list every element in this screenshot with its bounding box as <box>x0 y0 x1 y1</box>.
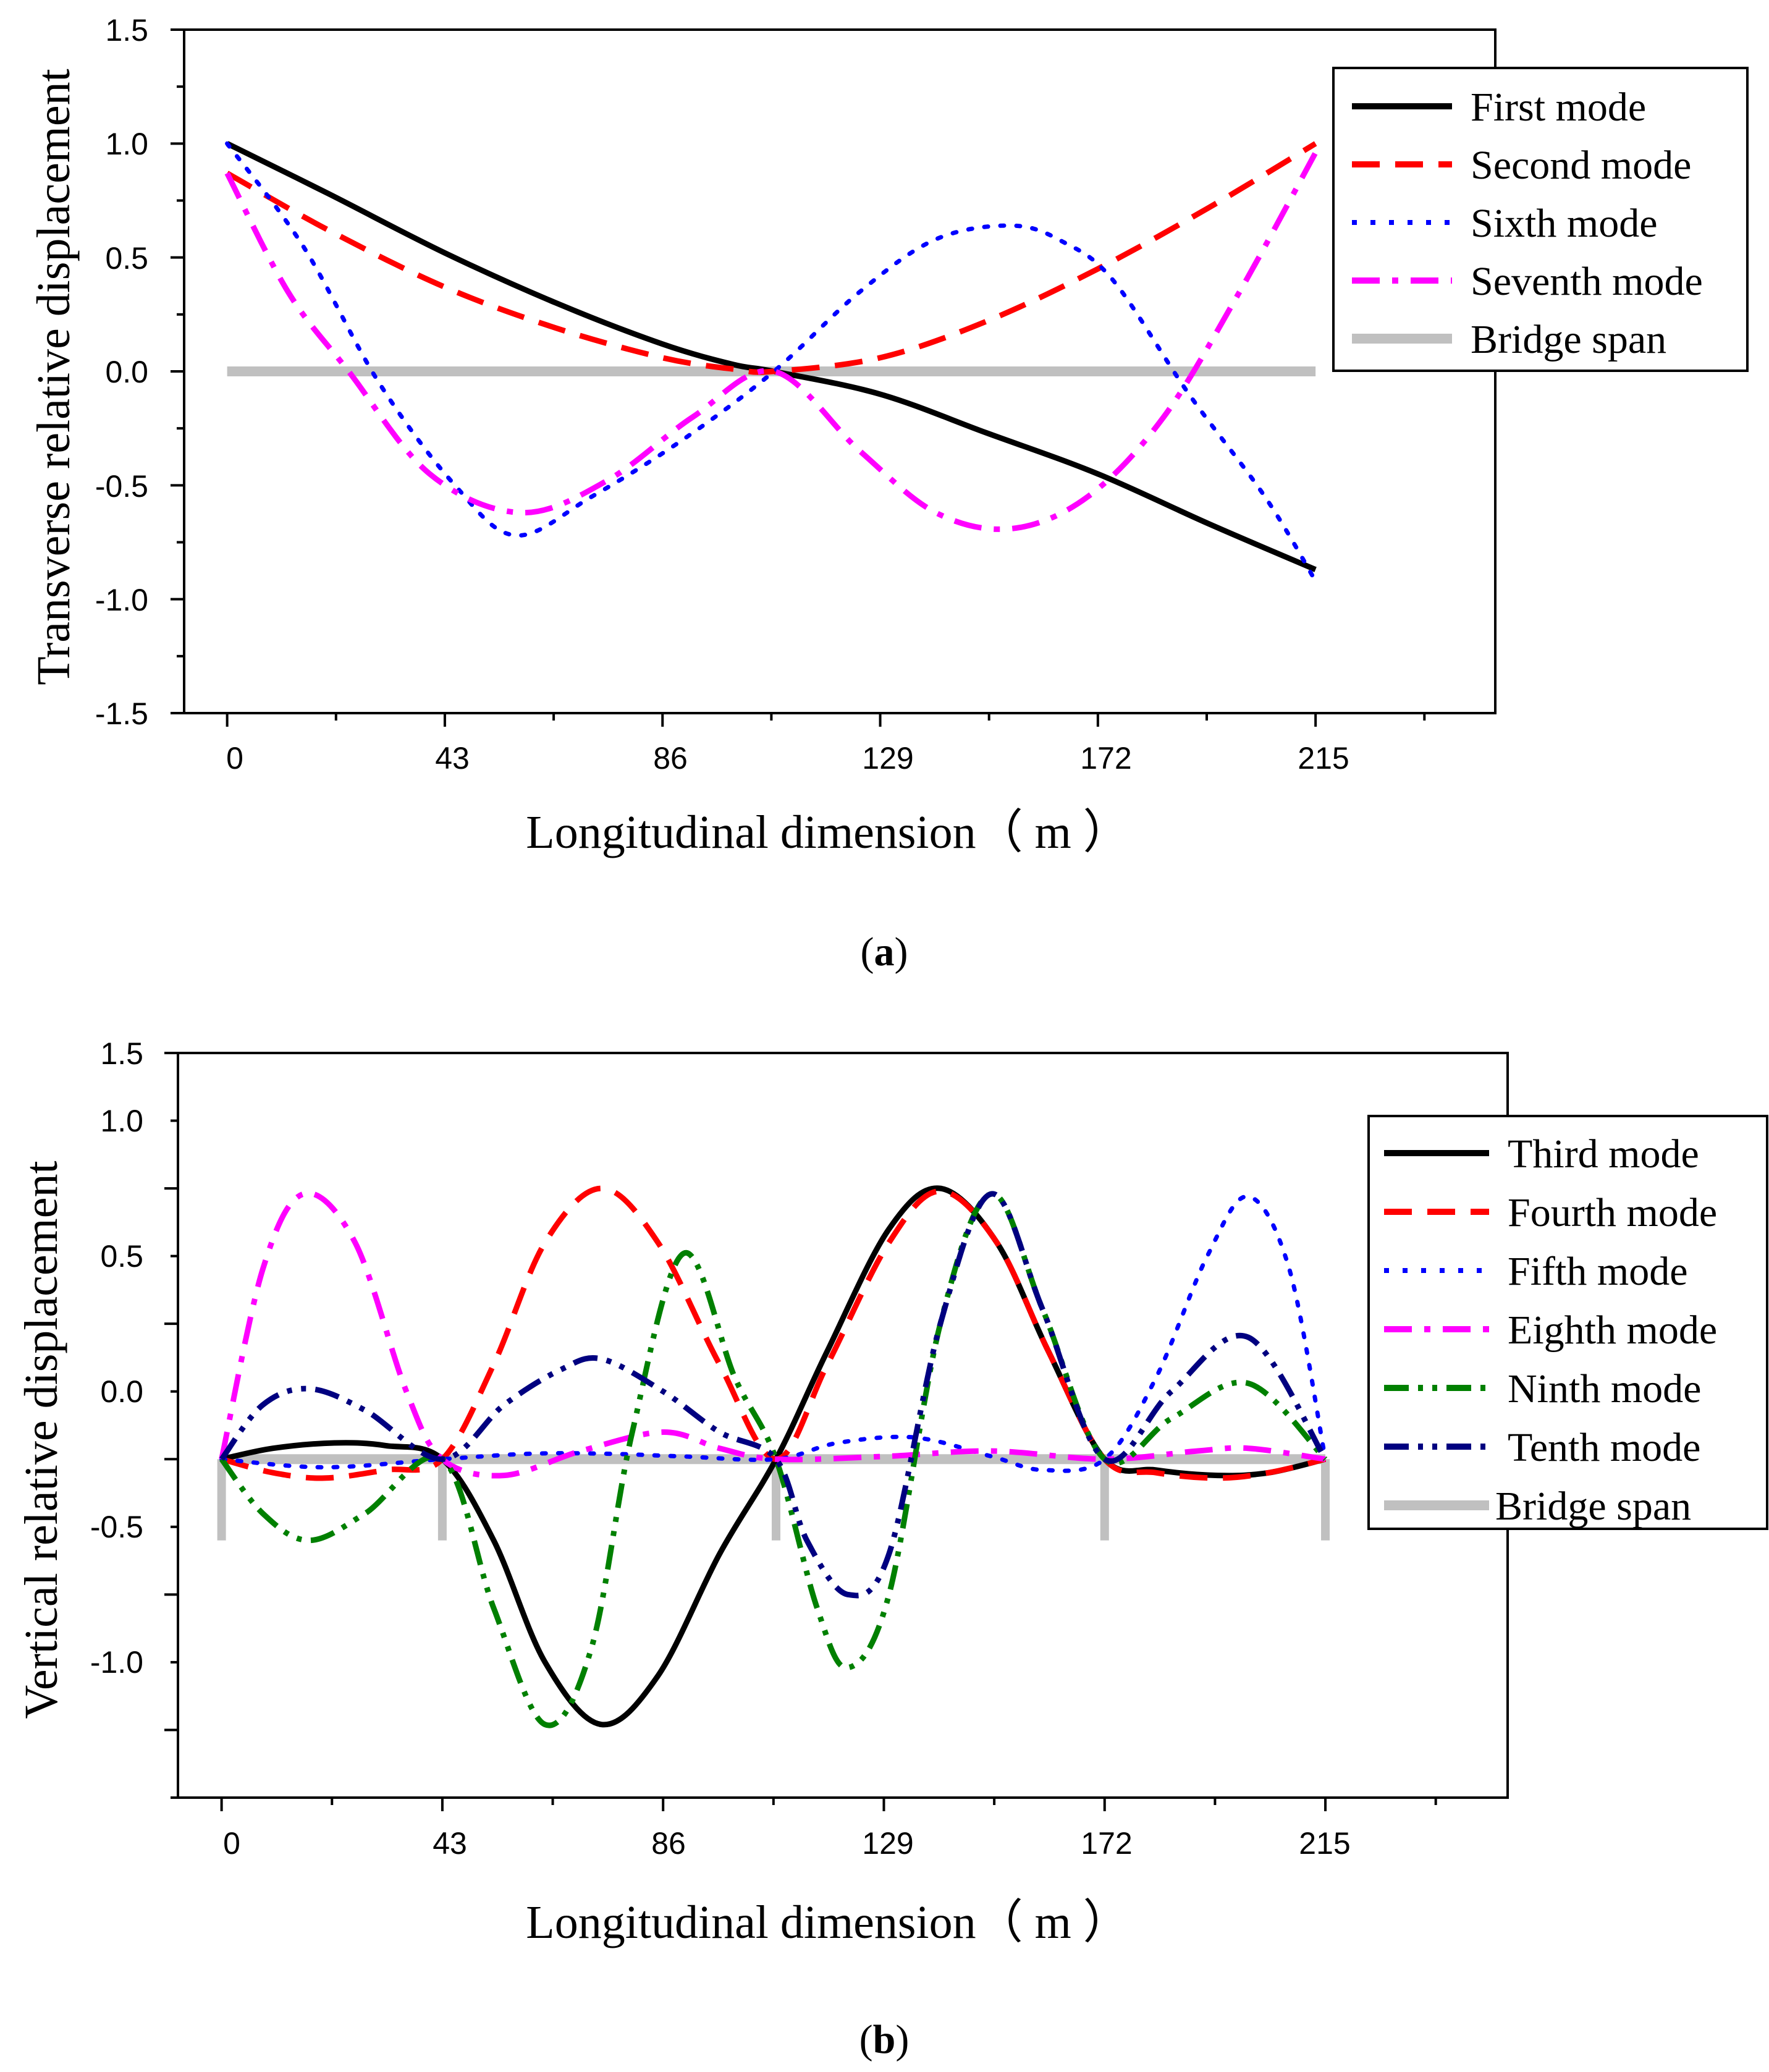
y-tick-label: 0.5 <box>100 1239 143 1274</box>
y-tick-label: -1.5 <box>95 696 148 731</box>
panel-b-y-tick-labels: -1.0 -0.5 0.0 0.5 1.0 1.5 <box>90 1036 143 1680</box>
panel-b-ticks <box>164 1052 1437 1811</box>
y-tick-label: -0.5 <box>95 469 148 504</box>
y-tick-label: 1.0 <box>105 127 148 161</box>
legend-label: Sixth mode <box>1471 201 1658 246</box>
legend-label: Fifth mode <box>1508 1249 1688 1294</box>
panel-a-caption: (a) <box>861 929 908 975</box>
series-first-mode-line <box>226 141 1317 572</box>
legend-label: Bridge span <box>1471 317 1666 362</box>
x-tick-label: 129 <box>862 741 913 776</box>
legend-label: Eighth mode <box>1508 1308 1717 1353</box>
x-tick-label: 86 <box>651 1826 686 1861</box>
y-tick-label: 0.5 <box>105 241 148 276</box>
legend-label: Ninth mode <box>1508 1366 1701 1411</box>
x-tick-label: 0 <box>223 1826 240 1861</box>
y-tick-label: 1.0 <box>100 1104 143 1138</box>
series-seventh-mode-line <box>224 151 1319 532</box>
panel-a-x-axis-title: Longitudinal dimension（ m ） <box>526 806 1129 858</box>
x-tick-label: 0 <box>226 741 243 776</box>
panel-b-y-axis-title: Vertical relative displacement <box>15 1161 67 1719</box>
x-tick-label: 86 <box>653 741 688 776</box>
panel-a-series <box>224 141 1319 583</box>
legend-label: Tenth mode <box>1508 1425 1700 1470</box>
legend-label: Seventh mode <box>1471 259 1703 304</box>
x-tick-label: 43 <box>435 741 470 776</box>
panel-b-x-tick-labels: 0 43 86 129 172 215 <box>223 1826 1351 1861</box>
y-tick-label: -0.5 <box>90 1510 143 1544</box>
series-sixth-mode-line <box>225 141 1318 583</box>
x-tick-label: 172 <box>1081 1826 1132 1861</box>
panel-a-y-tick-labels: -1.5 -1.0 -0.5 0.0 0.5 1.0 1.5 <box>95 13 148 731</box>
panel-b-plot-frame <box>177 1052 1509 1799</box>
x-tick-label: 215 <box>1299 1826 1350 1861</box>
legend-label: First mode <box>1471 85 1646 130</box>
y-tick-label: 0.0 <box>105 355 148 389</box>
y-tick-label: -1.0 <box>90 1645 143 1680</box>
x-tick-label: 215 <box>1298 741 1349 776</box>
series-eighth-mode-line <box>219 1190 1326 1479</box>
legend-label: Second mode <box>1471 143 1691 188</box>
series-second-mode-line <box>226 141 1317 375</box>
x-tick-label: 172 <box>1080 741 1131 776</box>
series-fifth-mode-line <box>219 1194 1328 1473</box>
y-tick-label: 0.0 <box>100 1374 143 1409</box>
y-tick-label: 1.5 <box>105 13 148 48</box>
panel-a-y-axis-title: Transverse relative displacement <box>28 69 80 685</box>
legend-box <box>1367 1115 1768 1530</box>
series-ninth-mode-line <box>219 1191 1328 1728</box>
panel-b-x-axis-title: Longitudinal dimension（ m ） <box>526 1897 1129 1948</box>
x-tick-label: 43 <box>433 1826 467 1861</box>
x-tick-label: 129 <box>862 1826 913 1861</box>
panel-b-chart: -1.0 -0.5 0.0 0.5 1.0 1.5 0 43 86 129 17… <box>15 1036 1768 2062</box>
legend-box <box>1332 67 1749 372</box>
series-tenth-mode-line <box>219 1191 1328 1599</box>
legend-label: Fourth mode <box>1508 1190 1717 1235</box>
y-tick-label: 1.5 <box>100 1036 143 1071</box>
legend-label: Bridge span <box>1495 1484 1691 1529</box>
legend-label: Third mode <box>1508 1131 1699 1177</box>
panel-b-caption: (b) <box>859 2017 910 2062</box>
y-tick-label: -1.0 <box>95 583 148 617</box>
panel-b-series <box>219 1185 1328 1728</box>
panel-a-x-tick-labels: 0 43 86 129 172 215 <box>226 741 1349 776</box>
panel-a-chart: -1.5 -1.0 -0.5 0.0 0.5 1.0 1.5 0 43 86 1… <box>28 13 1749 975</box>
panel-a-legend: First mode Second mode Sixth mode Sevent… <box>1332 67 1749 372</box>
panel-b-legend: Third mode Fourth mode Fifth mode Eighth… <box>1367 1115 1768 1530</box>
